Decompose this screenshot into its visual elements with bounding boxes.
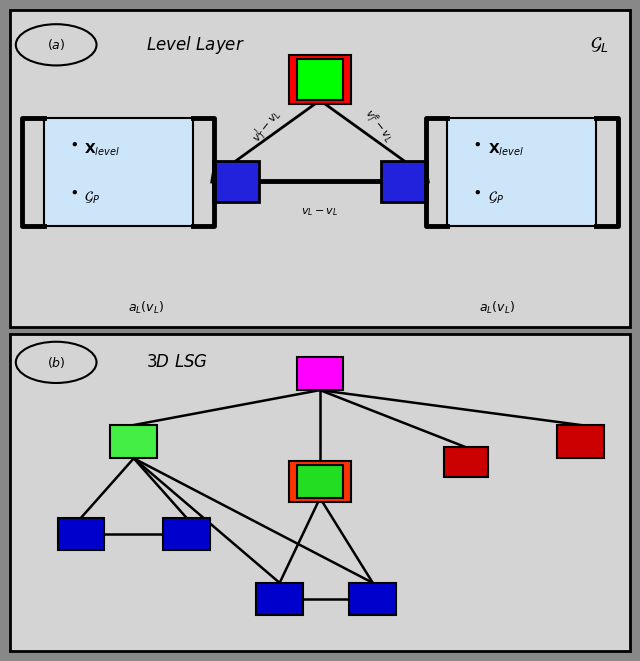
Text: $\mathit{Level\ Layer}$: $\mathit{Level\ Layer}$: [146, 34, 245, 56]
Text: $v_T^l - v_L$: $v_T^l - v_L$: [248, 105, 287, 147]
Text: $(a)$: $(a)$: [47, 37, 65, 52]
Text: $\mathbf{X}_{level}$: $\mathbf{X}_{level}$: [488, 141, 524, 158]
Bar: [349, 583, 396, 615]
Bar: [297, 357, 343, 390]
Text: $\bullet$: $\bullet$: [68, 136, 77, 151]
Bar: [381, 161, 427, 202]
Bar: [213, 161, 259, 202]
Text: $v_l^e - v_L$: $v_l^e - v_L$: [360, 105, 397, 146]
Bar: [447, 118, 596, 225]
Text: $(b)$: $(b)$: [47, 355, 65, 370]
Text: $\bullet$: $\bullet$: [472, 136, 481, 151]
Bar: [257, 583, 303, 615]
Text: $\mathit{3D\ LSG}$: $\mathit{3D\ LSG}$: [146, 354, 208, 371]
Text: $\bullet$: $\bullet$: [68, 184, 77, 198]
Text: $\mathcal{G}_P$: $\mathcal{G}_P$: [84, 190, 100, 206]
Bar: [163, 518, 210, 549]
Text: $v_L - v_L$: $v_L - v_L$: [301, 207, 339, 218]
Text: $\mathcal{G}_L$: $\mathcal{G}_L$: [590, 35, 609, 54]
Text: $\mathcal{G}_P$: $\mathcal{G}_P$: [488, 190, 504, 206]
Text: $\mathbf{X}_{level}$: $\mathbf{X}_{level}$: [84, 141, 120, 158]
Bar: [44, 118, 193, 225]
Circle shape: [16, 24, 97, 65]
Bar: [289, 461, 351, 502]
Circle shape: [16, 342, 97, 383]
Bar: [297, 59, 343, 100]
Bar: [557, 425, 604, 458]
Bar: [297, 465, 343, 498]
Text: $a_L(v_L)$: $a_L(v_L)$: [128, 300, 164, 316]
Bar: [111, 425, 157, 458]
Bar: [444, 447, 488, 477]
Bar: [289, 56, 351, 104]
Bar: [58, 518, 104, 549]
Text: $a_L(v_L)$: $a_L(v_L)$: [479, 300, 515, 316]
Text: $\bullet$: $\bullet$: [472, 184, 481, 198]
